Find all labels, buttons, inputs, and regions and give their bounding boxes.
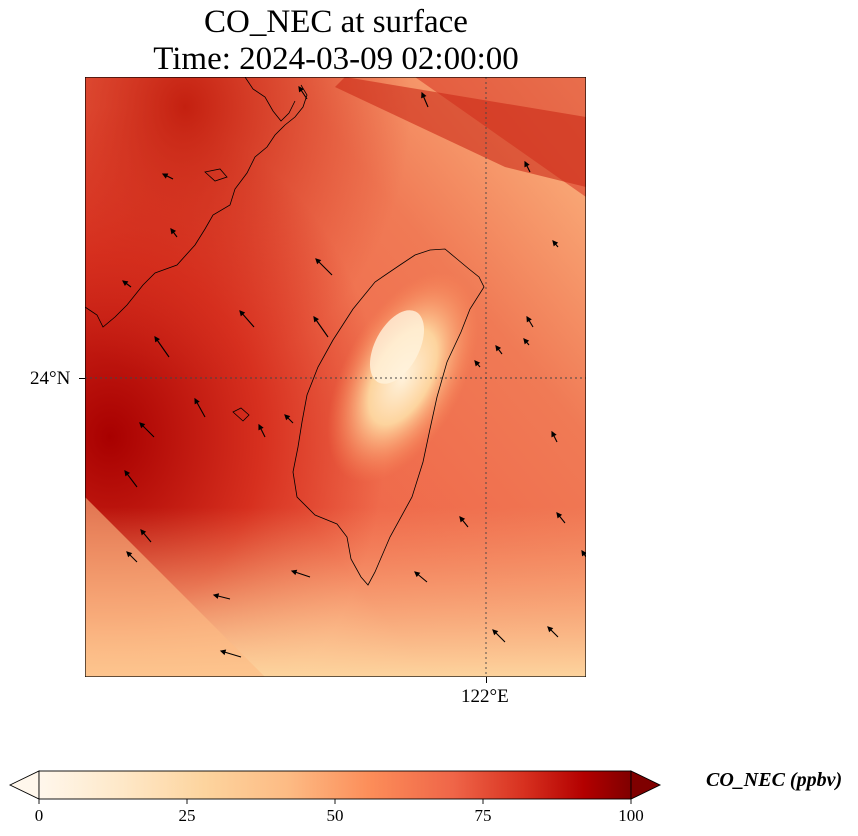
wind-vector-head bbox=[139, 422, 146, 429]
colorbar-extend-max bbox=[630, 770, 662, 800]
lon-tick-mark bbox=[486, 677, 487, 683]
penghu-islands bbox=[232, 407, 250, 422]
wind-vector-head bbox=[492, 629, 499, 636]
wind-vector-head bbox=[298, 85, 304, 93]
wind-vector-head bbox=[154, 335, 160, 343]
wind-vector-head bbox=[523, 338, 530, 345]
wind-vector-head bbox=[258, 423, 264, 431]
wind-vector-head bbox=[140, 529, 147, 536]
wind-vector-head bbox=[126, 551, 133, 558]
lon-tick-label: 122°E bbox=[461, 686, 509, 707]
wind-vector-head bbox=[212, 593, 220, 599]
wind-vector-head bbox=[524, 160, 530, 168]
taiwan-coastline bbox=[292, 248, 485, 586]
wind-vector-head bbox=[421, 91, 427, 99]
map-subtitle-time: Time: 2024-03-09 02:00:00 bbox=[153, 41, 519, 77]
map-panel bbox=[85, 77, 586, 677]
colorbar-tick-label: 50 bbox=[326, 806, 344, 825]
wind-vector-head bbox=[551, 430, 557, 438]
wind-vector-head bbox=[194, 397, 200, 405]
colorbar bbox=[8, 770, 662, 804]
colorbar-label: CO_NEC (ppbv) bbox=[706, 769, 843, 791]
wind-vector-head bbox=[459, 516, 466, 523]
wind-vector-head bbox=[170, 228, 177, 235]
colorbar-tick-marks bbox=[38, 799, 632, 804]
wind-vector-head bbox=[474, 360, 481, 367]
wind-vector-head bbox=[526, 315, 532, 323]
wind-vector-head bbox=[122, 280, 129, 287]
wind-vector-head bbox=[552, 240, 559, 247]
concentration-field bbox=[85, 77, 586, 677]
wind-vector-head bbox=[161, 173, 169, 179]
wind-vector-head bbox=[219, 649, 227, 656]
china-coastline-north bbox=[244, 77, 296, 122]
wind-vector-head bbox=[290, 569, 298, 576]
colorbar-tick-label: 100 bbox=[618, 806, 644, 825]
wind-vector-head bbox=[495, 345, 502, 352]
wind-vector-head bbox=[547, 626, 554, 633]
wind-vectors bbox=[122, 85, 586, 658]
coastlines bbox=[85, 77, 485, 586]
colorbar-tick-label: 75 bbox=[474, 806, 492, 825]
wind-vector-head bbox=[313, 315, 319, 323]
colorbar-gradient bbox=[38, 770, 632, 800]
colorbar-tick-label: 25 bbox=[178, 806, 196, 825]
colorbar-tick-label: 0 bbox=[34, 806, 44, 825]
map-title: CO_NEC at surface bbox=[204, 4, 468, 40]
small-island bbox=[204, 168, 228, 182]
wind-vector-head bbox=[239, 310, 246, 317]
wind-vector-head bbox=[581, 549, 586, 557]
wind-vector-head bbox=[315, 258, 322, 265]
wind-vector-head bbox=[556, 512, 563, 519]
gridlines bbox=[85, 77, 586, 677]
wind-vector-head bbox=[124, 470, 131, 477]
lat-tick-mark bbox=[79, 378, 85, 379]
china-coastline bbox=[85, 84, 308, 328]
wind-vector-head bbox=[284, 414, 291, 421]
colorbar-extend-min bbox=[8, 770, 40, 800]
wind-vector-head bbox=[414, 571, 421, 578]
lat-tick-label: 24°N bbox=[30, 368, 71, 389]
